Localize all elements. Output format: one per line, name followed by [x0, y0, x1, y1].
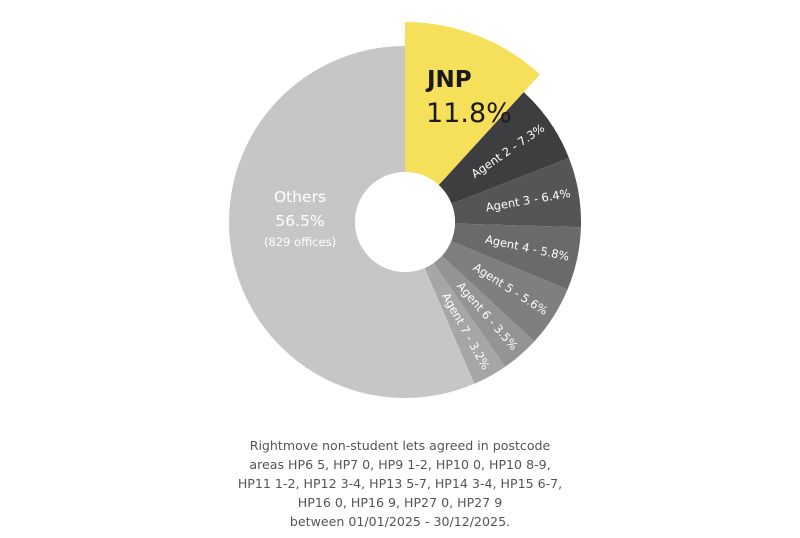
caption-line-2: areas HP6 5, HP7 0, HP9 1-2, HP10 0, HP1…: [249, 457, 551, 472]
caption-line-4: HP16 0, HP16 9, HP27 0, HP27 9: [297, 495, 503, 510]
slice-jnp: [405, 22, 540, 186]
slice-label-others: Others: [274, 188, 326, 206]
caption-line-1: Rightmove non-student lets agreed in pos…: [249, 438, 551, 453]
slice-label-jnp: JNP: [425, 67, 472, 93]
slice-agent-6: [433, 255, 535, 367]
slice-value-jnp: 11.8%: [426, 98, 512, 129]
slice-agent-3: [451, 158, 581, 228]
slice-agent-4: [451, 223, 581, 290]
slice-value-others: 56.5%: [275, 212, 324, 230]
slice-agent-5: [441, 241, 568, 342]
slice-others: [229, 46, 475, 398]
donut-hole: [355, 172, 455, 272]
slice-agent-7: [424, 263, 506, 384]
slice-sublabel-others: (829 offices): [264, 235, 336, 249]
caption-line-5: between 01/01/2025 - 30/12/2025.: [289, 514, 511, 529]
chart-caption: Rightmove non-student lets agreed in pos…: [200, 436, 600, 531]
caption-line-3: HP11 1-2, HP12 3-4, HP13 5-7, HP14 3-4, …: [237, 476, 563, 491]
slice-agent-2: [438, 92, 569, 204]
